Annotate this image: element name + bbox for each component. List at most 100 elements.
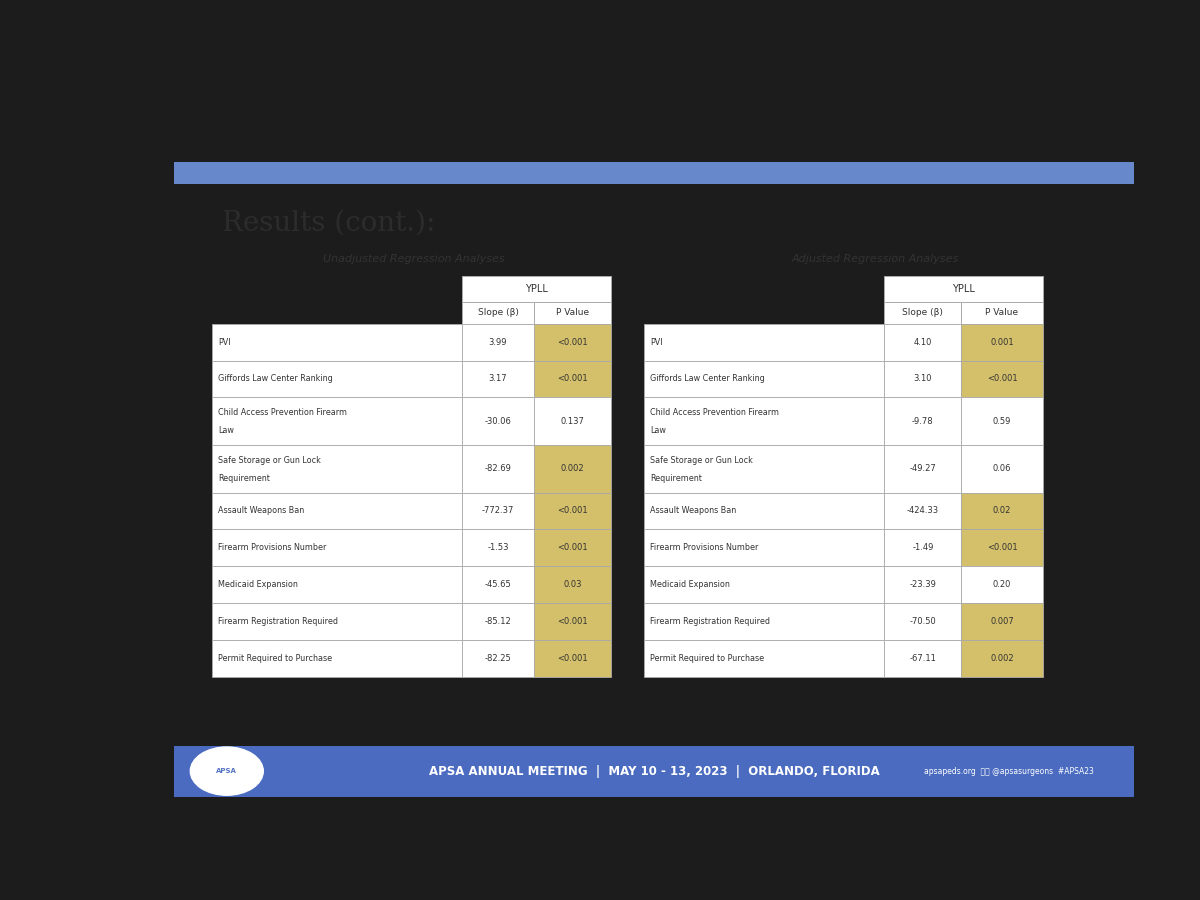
Text: Firearm Registration Required: Firearm Registration Required	[650, 616, 770, 625]
Text: Firearm Registration Required: Firearm Registration Required	[218, 616, 338, 625]
Text: 4.10: 4.10	[913, 338, 932, 346]
Text: Law: Law	[218, 427, 234, 436]
Bar	[212, 529, 462, 566]
Circle shape	[191, 747, 263, 796]
Text: 0.002: 0.002	[990, 653, 1014, 662]
Bar	[884, 324, 961, 361]
Bar	[462, 361, 534, 398]
Text: 0.20: 0.20	[992, 580, 1012, 590]
Text: -70.50: -70.50	[910, 616, 936, 625]
Text: Medicaid Expansion: Medicaid Expansion	[650, 580, 730, 590]
Text: <0.001: <0.001	[557, 507, 588, 516]
Bar	[462, 640, 534, 677]
Bar	[644, 640, 884, 677]
Text: <0.001: <0.001	[986, 544, 1018, 553]
Bar	[884, 302, 961, 324]
Text: YPLL: YPLL	[524, 284, 548, 294]
Bar	[212, 640, 462, 677]
Text: -772.37: -772.37	[482, 507, 514, 516]
Bar	[644, 398, 884, 445]
Text: <0.001: <0.001	[557, 616, 588, 625]
Text: Adjusted Regression Analyses: Adjusted Regression Analyses	[791, 254, 959, 264]
Text: -9.78: -9.78	[912, 417, 934, 426]
Text: -82.69: -82.69	[485, 464, 511, 473]
Bar	[212, 324, 462, 361]
Text: -424.33: -424.33	[907, 507, 938, 516]
Bar	[212, 361, 462, 398]
Bar	[644, 566, 884, 603]
Bar	[462, 302, 534, 324]
Text: -1.53: -1.53	[487, 544, 509, 553]
Text: -85.12: -85.12	[485, 616, 511, 625]
Text: Unadjusted Regression Analyses: Unadjusted Regression Analyses	[323, 254, 505, 264]
Text: PVI: PVI	[650, 338, 662, 346]
Text: Requirement: Requirement	[650, 473, 702, 482]
Bar	[884, 276, 1043, 302]
Text: P Value: P Value	[985, 308, 1019, 317]
Bar	[884, 398, 961, 445]
Bar	[961, 361, 1043, 398]
Text: Firearm Provisions Number: Firearm Provisions Number	[218, 544, 326, 553]
Bar	[961, 566, 1043, 603]
Bar	[884, 492, 961, 529]
Bar	[462, 398, 534, 445]
Text: P Value: P Value	[556, 308, 589, 317]
Bar	[884, 445, 961, 492]
Text: Safe Storage or Gun Lock: Safe Storage or Gun Lock	[650, 455, 754, 464]
Bar	[462, 445, 534, 492]
Text: 0.002: 0.002	[560, 464, 584, 473]
Text: 0.06: 0.06	[992, 464, 1012, 473]
Text: apsapeds.org   @apsasurgeons  #APSA23: apsapeds.org  @apsasurgeons #APSA23	[924, 767, 1094, 776]
Text: Child Access Prevention Firearm: Child Access Prevention Firearm	[650, 408, 779, 417]
Text: 3.99: 3.99	[488, 338, 508, 346]
Text: Slope (β): Slope (β)	[902, 308, 943, 317]
Bar	[644, 361, 884, 398]
Bar	[884, 361, 961, 398]
Text: Requirement: Requirement	[218, 473, 270, 482]
Bar	[961, 324, 1043, 361]
Bar	[212, 603, 462, 640]
Bar	[212, 492, 462, 529]
Bar	[644, 445, 884, 492]
Bar	[961, 640, 1043, 677]
Text: Safe Storage or Gun Lock: Safe Storage or Gun Lock	[218, 455, 322, 464]
Bar	[961, 492, 1043, 529]
Text: Permit Required to Purchase: Permit Required to Purchase	[650, 653, 764, 662]
Text: -82.25: -82.25	[485, 653, 511, 662]
Text: 0.001: 0.001	[990, 338, 1014, 346]
Bar	[534, 361, 611, 398]
Bar	[961, 603, 1043, 640]
Bar	[644, 603, 884, 640]
Bar	[462, 529, 534, 566]
Bar	[884, 566, 961, 603]
Text: 0.007: 0.007	[990, 616, 1014, 625]
Text: 3.17: 3.17	[488, 374, 508, 383]
Bar	[462, 492, 534, 529]
Text: <0.001: <0.001	[557, 374, 588, 383]
Text: -45.65: -45.65	[485, 580, 511, 590]
Text: -49.27: -49.27	[910, 464, 936, 473]
Bar	[961, 529, 1043, 566]
Text: APSA: APSA	[216, 768, 238, 774]
Bar	[212, 398, 462, 445]
Bar	[884, 529, 961, 566]
Bar	[462, 276, 611, 302]
Text: <0.001: <0.001	[557, 544, 588, 553]
Bar	[644, 529, 884, 566]
Bar	[534, 529, 611, 566]
Bar	[534, 603, 611, 640]
Bar	[961, 398, 1043, 445]
Text: -1.49: -1.49	[912, 544, 934, 553]
Text: Giffords Law Center Ranking: Giffords Law Center Ranking	[218, 374, 332, 383]
Text: -30.06: -30.06	[485, 417, 511, 426]
Text: Medicaid Expansion: Medicaid Expansion	[218, 580, 298, 590]
Text: 3.10: 3.10	[913, 374, 932, 383]
Bar	[534, 492, 611, 529]
Text: 0.59: 0.59	[992, 417, 1012, 426]
Text: *Controlled for poverty, race, poor mental health, and educational attainment: *Controlled for poverty, race, poor ment…	[328, 762, 654, 771]
Bar	[644, 492, 884, 529]
Text: Results (cont.):: Results (cont.):	[222, 210, 436, 237]
Bar	[534, 398, 611, 445]
Bar	[884, 603, 961, 640]
Text: Permit Required to Purchase: Permit Required to Purchase	[218, 653, 332, 662]
